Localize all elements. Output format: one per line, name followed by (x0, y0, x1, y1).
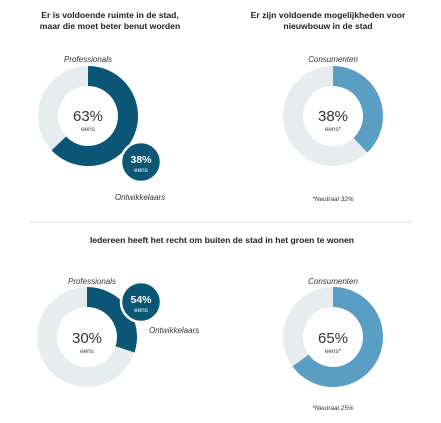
chart-q3-value-label: 30% (72, 330, 102, 347)
chart-q4: Consumenten 65% eens* *Neutraal 25% (282, 277, 384, 412)
chart-q2-group-label: Consumenten (308, 55, 358, 64)
heading-q3: Iedereen heeft het recht om buiten de st… (90, 235, 354, 245)
chart-q3-group-label: Professionals (68, 277, 116, 286)
chart-q2-note: *Neutraal 32% (312, 196, 354, 203)
chart-q3-comparison-value-label: 54% (130, 294, 152, 306)
chart-q3: Professionals 30% eens 54% eens Ontwikke… (36, 277, 199, 387)
chart-q1-ring-value-arc (51, 66, 138, 166)
chart-q4-value-label: 65% (318, 330, 348, 347)
chart-q1-group-label: Professionals (64, 55, 112, 64)
chart-q2-sub-label: eens* (325, 126, 342, 133)
chart-q1-comparison-value-label: 38% (130, 154, 152, 166)
heading-q2-line1: Er zijn voldoende mogelijkheden voor (251, 10, 406, 20)
heading-q1-line2: maar die moet beter benut worden (40, 21, 180, 31)
chart-q1: Professionals 63% eens 38% eens Ontwikke… (37, 55, 165, 202)
chart-q4-ring-value-arc (292, 286, 384, 387)
chart-q3-sub-label: eens (80, 348, 94, 355)
chart-q3-comparison-circle (119, 280, 163, 324)
chart-q3-ring-value-arc (87, 287, 137, 353)
chart-q1-comparison-group-label: Ontwikkelaars (115, 193, 165, 202)
chart-q1-comparison-badge: 38% eens (119, 140, 163, 184)
chart-q4-note: *Neutraal 25% (312, 405, 354, 412)
chart-q2-ring-value-arc (333, 65, 384, 153)
chart-q2: Consumenten 38% eens* *Neutraal 32% (282, 55, 384, 203)
chart-q1-comparison-sub-label: eens (134, 167, 148, 174)
chart-q2-value-label: 38% (318, 108, 348, 125)
chart-q1-value-label: 63% (73, 108, 103, 125)
chart-q4-group-label: Consumenten (308, 277, 358, 286)
chart-q1-sub-label: eens (81, 126, 95, 133)
heading-q2-line2: nieuwbouw in de stad (283, 21, 372, 31)
chart-q1-comparison-circle (119, 140, 163, 184)
chart-q3-comparison-sub-label: eens (134, 307, 148, 314)
chart-q4-sub-label: eens* (325, 348, 342, 355)
chart-q3-comparison-badge: 54% eens (119, 280, 163, 324)
heading-q1-line1: Er is voldoende ruimte in de stad, (41, 10, 179, 20)
chart-q3-comparison-group-label: Ontwikkelaars (149, 326, 199, 335)
